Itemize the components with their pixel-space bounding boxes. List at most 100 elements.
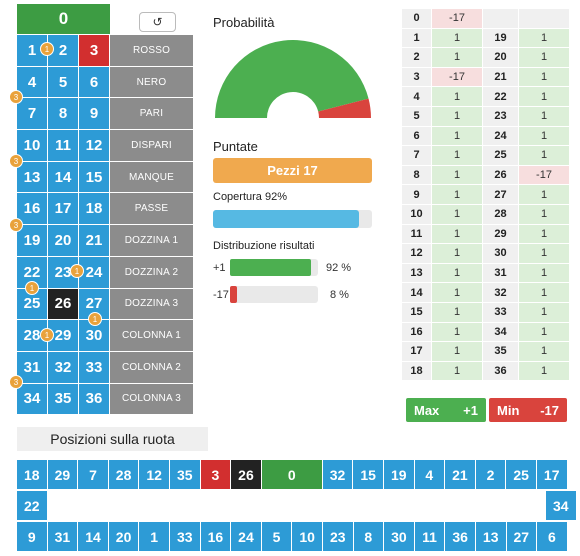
bet-dozzina-1[interactable]: DOZZINA 1 <box>110 225 193 257</box>
number-cell[interactable]: 33 <box>79 351 110 384</box>
number-cell[interactable]: 35 <box>48 383 79 416</box>
chip[interactable]: 3 <box>9 218 23 232</box>
table-value: 1 <box>432 28 483 49</box>
bet-manque[interactable]: MANQUE <box>110 161 193 194</box>
chip[interactable]: 1 <box>88 312 102 326</box>
chip[interactable]: 1 <box>40 328 54 342</box>
table-value: 1 <box>519 302 570 323</box>
table-value: 1 <box>519 322 570 343</box>
wheel-cell: 4 <box>414 460 446 489</box>
table-number: 9 <box>402 185 432 205</box>
table-number: 21 <box>483 67 519 88</box>
outside-bets: ROSSO NERO PARI DISPARI MANQUE PASSE DOZZINA 1… <box>110 35 193 416</box>
wheel-cell: 3 <box>200 460 232 489</box>
wheel-cell: 17 <box>536 460 568 489</box>
wheel-cell: 6 <box>537 522 568 551</box>
table-number: 26 <box>483 165 519 186</box>
table-value: 1 <box>519 146 570 166</box>
table-number: 10 <box>402 204 432 225</box>
dist-bar-win <box>230 259 318 276</box>
wheel-cell: 24 <box>231 522 262 551</box>
table-number: 22 <box>483 87 519 107</box>
chip[interactable]: 1 <box>70 264 84 278</box>
number-cell[interactable]: 24 <box>79 256 110 289</box>
number-cell[interactable]: 10 <box>17 130 48 162</box>
results-table: 0 -17 1 1 19 1 2 1 20 1 3 -17 21 1 4 1 22 1 5 1 23 1 6 1 24 1 7 1 25… <box>402 9 570 382</box>
table-value: 1 <box>519 283 570 303</box>
bet-dispari[interactable]: DISPARI <box>110 130 193 162</box>
number-cell[interactable]: 17 <box>48 193 79 226</box>
dist-pct-win: 92 % <box>326 262 352 274</box>
table-value: 1 <box>432 106 483 127</box>
table-value: 1 <box>432 48 483 68</box>
number-cell[interactable]: 13 <box>17 161 48 194</box>
table-empty <box>483 9 519 29</box>
number-cell[interactable]: 9 <box>79 98 110 131</box>
table-value: 1 <box>519 244 570 264</box>
chip[interactable]: 3 <box>9 375 23 389</box>
reset-button[interactable]: ↺ <box>139 12 176 32</box>
bet-dozzina-2[interactable]: DOZZINA 2 <box>110 256 193 289</box>
wheel-cell: 13 <box>475 522 507 551</box>
number-cell[interactable]: 6 <box>79 66 110 99</box>
number-cell[interactable]: 3 <box>79 35 110 67</box>
chip[interactable]: 1 <box>40 42 54 56</box>
bet-dozzina-3[interactable]: DOZZINA 3 <box>110 288 193 321</box>
table-value: 1 <box>432 204 483 225</box>
coverage-label: Copertura 92% <box>213 191 287 203</box>
number-cell[interactable]: 18 <box>79 193 110 226</box>
table-number: 28 <box>483 204 519 225</box>
number-cell[interactable]: 26 <box>48 288 79 321</box>
coverage-fill <box>213 210 360 228</box>
table-value: 1 <box>432 126 483 147</box>
wheel-cell: 23 <box>322 522 354 551</box>
table-value: 1 <box>432 322 483 343</box>
table-value: 1 <box>519 126 570 147</box>
table-number: 20 <box>483 48 519 68</box>
max-label: Max <box>414 402 440 418</box>
chip[interactable]: 1 <box>25 281 39 295</box>
number-cell[interactable]: 8 <box>48 98 79 131</box>
chip[interactable]: 3 <box>9 154 23 168</box>
number-cell[interactable]: 11 <box>48 130 79 162</box>
bet-colonna-2[interactable]: COLONNA 2 <box>110 351 193 384</box>
number-cell[interactable]: 16 <box>17 193 48 226</box>
number-cell[interactable]: 15 <box>79 161 110 194</box>
number-cell[interactable]: 32 <box>48 351 79 384</box>
table-value: 1 <box>519 361 570 382</box>
gauge-lose-segment <box>318 98 371 118</box>
number-cell[interactable]: 14 <box>48 161 79 194</box>
table-number: 31 <box>483 263 519 284</box>
chip[interactable]: 3 <box>9 90 23 104</box>
dist-fill-win <box>230 259 311 276</box>
wheel-bottom-row: 9 31 14 20 1 33 16 24 5 10 23 8 30 11 36 13 27 6 <box>17 522 568 551</box>
number-cell[interactable]: 19 <box>17 225 48 257</box>
table-number: 24 <box>483 126 519 147</box>
table-number: 7 <box>402 146 432 166</box>
number-cell[interactable]: 20 <box>48 225 79 257</box>
wheel-cell: 14 <box>78 522 109 551</box>
max-badge: Max +1 <box>406 398 486 422</box>
bet-nero[interactable]: NERO <box>110 66 193 99</box>
number-cell[interactable]: 5 <box>48 66 79 99</box>
bet-rosso[interactable]: ROSSO <box>110 35 193 67</box>
bet-colonna-3[interactable]: COLONNA 3 <box>110 383 193 416</box>
zero-cell[interactable]: 0 <box>17 4 110 34</box>
table-number: 36 <box>483 361 519 382</box>
wheel-cell: 12 <box>139 460 170 489</box>
table-value: 1 <box>519 204 570 225</box>
bet-pari[interactable]: PARI <box>110 98 193 131</box>
undo-icon: ↺ <box>152 15 163 29</box>
number-cell[interactable]: 34 <box>17 383 48 416</box>
bet-colonna-1[interactable]: COLONNA 1 <box>110 320 193 352</box>
number-cell[interactable]: 29 <box>48 320 79 352</box>
max-value: +1 <box>463 402 478 418</box>
table-number: 18 <box>402 361 432 382</box>
number-cell[interactable]: 7 <box>17 98 48 131</box>
number-cell[interactable]: 36 <box>79 383 110 416</box>
bet-passe[interactable]: PASSE <box>110 193 193 226</box>
number-cell[interactable]: 12 <box>79 130 110 162</box>
dist-pct-lose: 8 % <box>330 289 349 301</box>
number-cell[interactable]: 21 <box>79 225 110 257</box>
table-value: 1 <box>519 224 570 245</box>
